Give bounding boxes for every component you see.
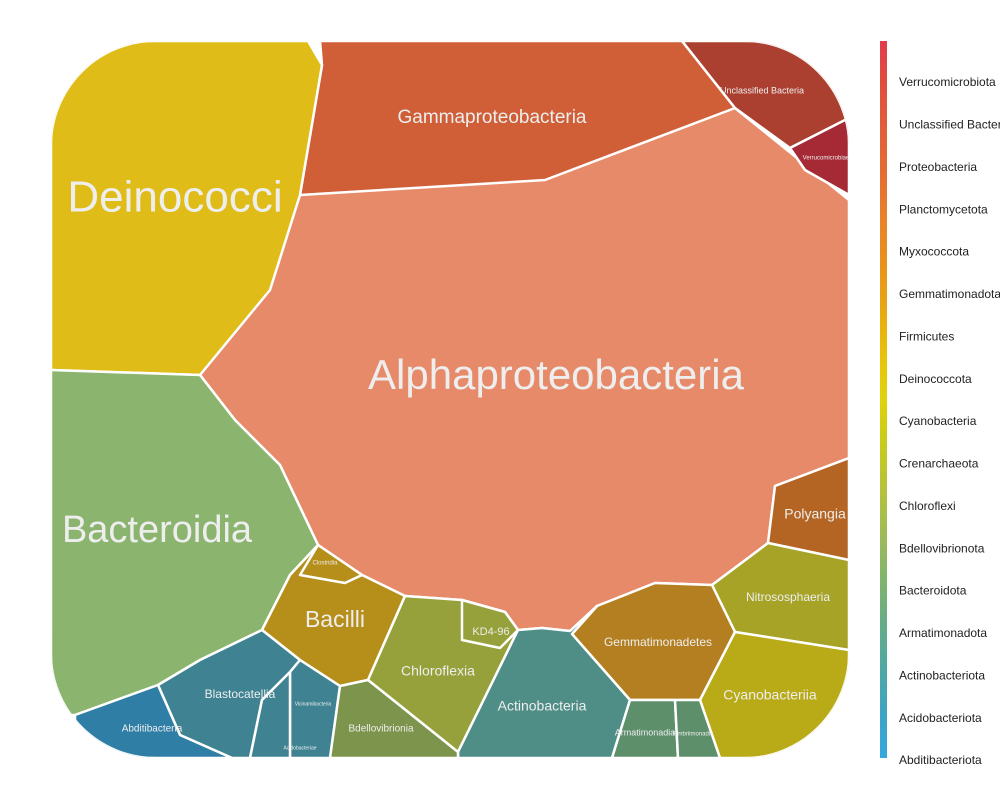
legend-item-verrucomicrobiota: Verrucomicrobiota (899, 75, 996, 89)
cell-clostridia (298, 543, 364, 585)
cell-kd4-96 (460, 598, 520, 650)
cell-labels: Alphaproteobacteria Gammaproteobacteria De… (62, 85, 850, 751)
legend-item-planctomycetota: Planctomycetota (899, 202, 988, 216)
cell-bdellovibrionia (328, 678, 460, 758)
legend-item-firmicutes: Firmicutes (899, 329, 954, 343)
legend-item-abditibacteriota: Abditibacteriota (899, 753, 982, 767)
cell-fimbriimonadia (673, 698, 722, 758)
legend-item-bdellovibrionota: Bdellovibrionota (899, 541, 985, 555)
label-nitrososphaeria: Nitrososphaeria (746, 590, 830, 604)
label-chloroflexia: Chloroflexia (401, 663, 475, 679)
legend-item-bacteroidota: Bacteroidota (899, 584, 967, 598)
legend-item-chloroflexi: Chloroflexi (899, 499, 956, 513)
label-acidobacteriae: Acidobacteriae (283, 745, 316, 751)
label-cyanobacteriia: Cyanobacteriia (723, 687, 817, 703)
label-deinococci: Deinococci (67, 173, 282, 222)
cell-acidobacteriae (248, 670, 292, 758)
label-verrucomicrobiae: Verrucomicrobiae (803, 156, 850, 162)
legend-item-myxococcota: Myxococcota (899, 245, 969, 259)
legend-color-bar (880, 41, 887, 758)
legend-item-acidobacteriota: Acidobacteriota (899, 711, 982, 725)
label-alphaproteobacteria: Alphaproteobacteria (368, 351, 745, 398)
voronoi-cells (51, 41, 849, 758)
legend-item-actinobacteriota: Actinobacteriota (899, 668, 985, 682)
label-unclassified-bacteria: Unclassified Bacteria (720, 85, 804, 95)
label-bacilli: Bacilli (305, 606, 365, 632)
cell-armatimonadia (610, 698, 680, 758)
label-bdellovibrionia: Bdellovibrionia (348, 724, 413, 735)
label-abditibacteria: Abditibacteria (122, 724, 183, 735)
cell-verrucomicrobiae (788, 116, 849, 197)
legend-item-proteobacteria: Proteobacteria (899, 160, 977, 174)
cell-cyanobacteriia (698, 630, 849, 758)
label-bacteroidia: Bacteroidia (62, 509, 253, 551)
label-clostridia: Clostridia (312, 561, 338, 567)
label-armatimonadia: Armatimonadia (615, 727, 676, 737)
legend-item-armatimonadota: Armatimonadota (899, 626, 987, 640)
label-gemmatimonadetes: Gemmatimonadetes (604, 635, 712, 649)
legend-item-unclassified-bacteria: Unclassified Bacteria (899, 118, 1000, 132)
label-gammaproteobacteria: Gammaproteobacteria (397, 107, 586, 128)
label-blastocatellia: Blastocatellia (205, 687, 276, 701)
cell-polyangia (766, 456, 849, 562)
label-fimbriimonadia: Fimbriimonadia (672, 732, 714, 738)
legend: Verrucomicrobiota Unclassified Bacteria Pr… (880, 41, 1000, 767)
legend-item-crenarchaeota: Crenarchaeota (899, 457, 979, 471)
cell-vicinamibacteria (288, 658, 342, 758)
label-polyangia: Polyangia (784, 506, 846, 522)
label-kd4-96: KD4-96 (472, 626, 509, 638)
legend-item-deinococcota: Deinococcota (899, 372, 972, 386)
label-vicinamibacteria: Vicinamibacteria (295, 701, 332, 707)
label-actinobacteria: Actinobacteria (498, 698, 587, 714)
legend-item-cyanobacteria: Cyanobacteria (899, 414, 977, 428)
legend-item-gemmatimonadota: Gemmatimonadota (899, 287, 1000, 301)
